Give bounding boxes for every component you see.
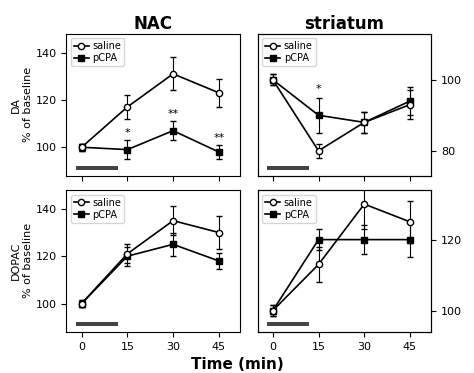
Title: NAC: NAC [134,15,173,34]
Text: *: * [316,84,321,94]
Y-axis label: DOPAC
% of baseline: DOPAC % of baseline [11,223,33,298]
Legend: saline, pCPA: saline, pCPA [263,195,316,223]
Legend: saline, pCPA: saline, pCPA [71,38,124,66]
Text: *: * [125,128,130,138]
Text: Time (min): Time (min) [191,357,283,372]
Title: striatum: striatum [304,15,384,34]
Text: **: ** [213,132,225,142]
Text: **: ** [167,109,179,119]
Legend: saline, pCPA: saline, pCPA [71,195,124,223]
Legend: saline, pCPA: saline, pCPA [263,38,316,66]
Y-axis label: DA
% of baseline: DA % of baseline [11,67,33,142]
